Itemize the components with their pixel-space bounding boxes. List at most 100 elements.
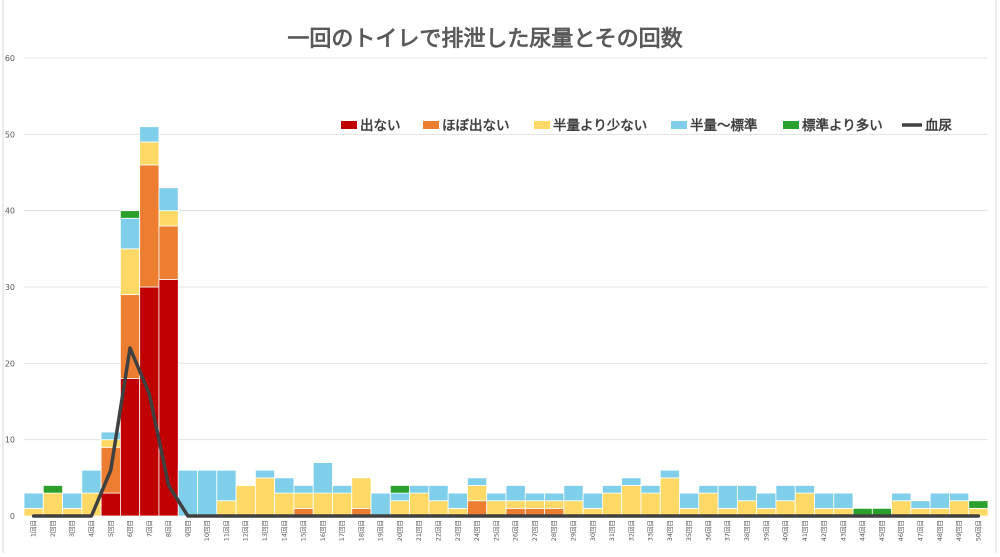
bar-segment	[139, 164, 160, 288]
bar-segment	[42, 492, 63, 517]
x-tick-label: 11回目	[222, 520, 230, 541]
x-tick-label: 34回目	[666, 520, 674, 541]
bar-segment	[158, 187, 179, 212]
y-tick-label: 30	[5, 283, 15, 292]
x-tick-label: 15回目	[300, 520, 308, 541]
bar-segment	[563, 485, 584, 502]
bar-segment	[524, 492, 545, 502]
x-tick-label: 38回目	[743, 520, 751, 541]
x-tick-label: 36回目	[704, 520, 712, 541]
bar-segment	[949, 500, 970, 517]
bar-segment	[428, 485, 449, 502]
bar-segment	[505, 500, 526, 509]
bar-segment	[602, 485, 623, 494]
x-tick-label: 17回目	[338, 520, 346, 541]
bar-segment	[602, 492, 623, 517]
x-tick-label: 9回目	[184, 520, 192, 537]
bar-segment	[409, 485, 430, 494]
bar-segment	[794, 485, 815, 494]
x-tick-label: 2回目	[49, 520, 57, 537]
stacked-bars	[23, 126, 989, 517]
bar-segment	[100, 492, 121, 517]
bar-segment	[910, 500, 931, 509]
bar-segment	[524, 500, 545, 509]
legend-swatch	[902, 123, 922, 127]
bar-segment	[640, 485, 661, 494]
bar-segment	[139, 141, 160, 166]
legend: 出ない ほぼ出ない 半量より少ない 半量～標準 標準より多い 血尿	[341, 117, 953, 134]
y-tick-label: 50	[5, 130, 15, 139]
x-tick-label: 33回目	[647, 520, 655, 541]
bar-segment	[389, 500, 411, 517]
bar-segment	[62, 492, 83, 509]
bar-segment	[139, 126, 160, 143]
x-tick-label: 6回目	[126, 520, 134, 537]
x-tick-label: 22回目	[435, 520, 443, 541]
bar-segment	[197, 469, 218, 517]
bar-segment	[293, 485, 314, 494]
y-tick-label: 20	[5, 359, 15, 368]
bar-segment	[891, 492, 912, 502]
bar-segment	[756, 492, 777, 509]
legend-label: 出ない	[360, 117, 401, 134]
legend-label: 半量～標準	[690, 117, 758, 134]
bar-segment	[332, 485, 353, 494]
bar-segment	[81, 469, 102, 494]
bar-segment	[120, 217, 141, 250]
bar-segment	[158, 225, 179, 280]
x-tick-label: 29回目	[569, 520, 577, 541]
legend-label: ほぼ出ない	[442, 117, 510, 134]
bar-segment	[447, 492, 468, 509]
bar-segment	[621, 485, 642, 517]
x-tick-label: 46回目	[897, 520, 905, 541]
bar-segment	[833, 492, 854, 509]
bar-segment	[158, 210, 179, 227]
bar-segment	[563, 500, 584, 517]
bar-segment	[409, 492, 430, 517]
y-tick-label: 10	[5, 436, 15, 445]
legend-swatch	[341, 121, 357, 129]
x-tick-label: 48回目	[936, 520, 944, 541]
x-tick-label: 32回目	[627, 520, 635, 541]
x-tick-label: 24回目	[473, 520, 481, 541]
bar-segment	[100, 439, 121, 448]
x-tick-label: 23回目	[454, 520, 462, 541]
x-tick-label: 18回目	[357, 520, 365, 541]
x-tick-label: 12回目	[242, 520, 250, 541]
chart-title: 一回のトイレで排泄した尿量とその回数	[287, 26, 683, 52]
x-tick-label: 39回目	[762, 520, 770, 541]
legend-label: 標準より多い	[802, 117, 883, 134]
bar-segment	[794, 492, 815, 517]
bar-segment	[736, 500, 758, 517]
bar-segment	[814, 492, 835, 509]
hematuria-line	[31, 346, 981, 518]
x-tick-label: 47回目	[917, 520, 925, 541]
bar-segment	[467, 500, 488, 517]
bar-segment	[254, 469, 276, 479]
bar-segment	[544, 492, 565, 502]
legend-label: 半量より少ない	[553, 117, 647, 134]
bar-segment	[254, 477, 276, 517]
bar-segment	[775, 500, 796, 517]
x-tick-label: 16回目	[319, 520, 327, 541]
bar-segment	[216, 469, 237, 502]
bar-segment	[679, 492, 700, 509]
bar-segment	[293, 492, 314, 509]
x-tick-label: 13回目	[261, 520, 269, 541]
x-tick-label: 42回目	[820, 520, 828, 541]
bar-segment	[698, 485, 719, 494]
x-tick-label: 10回目	[203, 520, 211, 541]
bar-segment	[949, 492, 970, 502]
bar-segment	[505, 485, 526, 502]
x-axis-tick-labels: 1回目 2回目 3回目 4回目 5回目 6回目 7回目 8回目 9回目 10回目 11回目 12回目 1…	[30, 520, 983, 541]
bar-segment	[968, 500, 989, 509]
bar-segment	[698, 492, 719, 517]
bar-segment	[389, 492, 411, 502]
x-tick-label: 3回目	[68, 520, 76, 537]
x-tick-label: 8回目	[165, 520, 173, 537]
x-tick-label: 30回目	[589, 520, 597, 541]
bar-segment	[467, 477, 488, 486]
bar-segment	[274, 492, 295, 517]
